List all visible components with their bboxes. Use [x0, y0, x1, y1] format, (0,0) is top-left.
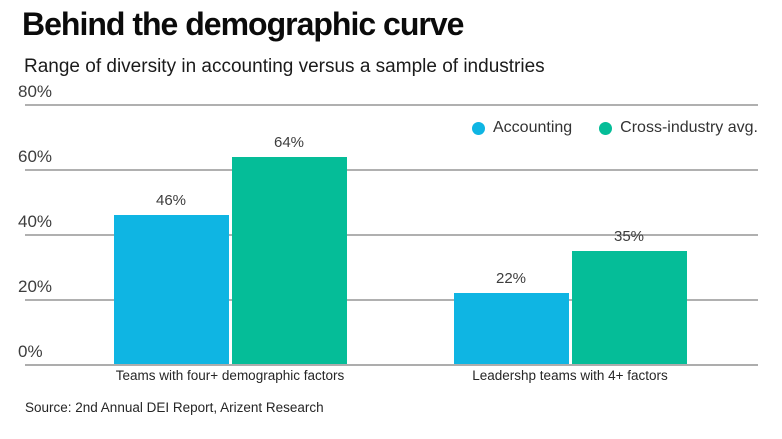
legend: Accounting Cross-industry avg. [472, 120, 758, 136]
bar-cross-industry-avg- [231, 157, 347, 365]
legend-label: Accounting [493, 119, 573, 136]
legend-item: Accounting [472, 120, 572, 136]
y-axis-tick-label: 40% [18, 212, 53, 231]
x-axis-category-label: Leadershp teams with 4+ factors [472, 368, 668, 383]
bar-cross-industry-avg- [571, 251, 687, 365]
y-axis-tick-label: 80% [18, 82, 53, 101]
gridline [25, 169, 758, 171]
source-note: Source: 2nd Annual DEI Report, Arizent R… [25, 400, 324, 415]
gridline [25, 104, 758, 106]
x-axis-line [25, 364, 758, 366]
legend-swatch-icon [599, 121, 613, 135]
x-axis-category-label: Teams with four+ demographic factors [115, 368, 345, 383]
legend-label: Cross-industry avg. [620, 119, 758, 136]
chart-title: Behind the demographic curve [22, 6, 464, 42]
y-axis-tick-label: 60% [18, 147, 53, 166]
gridline [25, 234, 758, 236]
legend-swatch-icon [472, 121, 485, 135]
legend-item: Cross-industry avg. [599, 120, 758, 136]
bar-value-label: 22% [495, 270, 527, 287]
y-axis-tick-label: 0% [18, 342, 43, 361]
bar-value-label: 64% [273, 134, 305, 151]
chart-subtitle: Range of diversity in accounting versus … [24, 56, 545, 77]
y-axis-tick-label: 20% [18, 277, 53, 296]
gridline [25, 299, 758, 301]
bar-accounting [453, 293, 569, 365]
bar-accounting [113, 215, 229, 365]
bar-value-label: 46% [155, 192, 187, 209]
bar-value-label: 35% [613, 228, 645, 245]
